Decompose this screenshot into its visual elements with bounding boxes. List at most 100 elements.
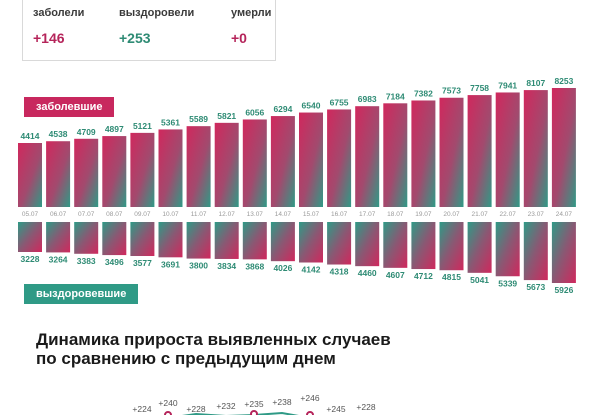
value-label-infected: 6056 <box>245 107 264 117</box>
value-label-infected: 6540 <box>302 101 321 111</box>
stat-recovered-number: 5926 <box>119 0 168 6</box>
value-label-infected: 7573 <box>442 86 461 96</box>
bar-recovered <box>102 222 127 256</box>
bar-recovered <box>411 222 436 270</box>
value-label-infected: 4709 <box>77 127 96 137</box>
date-tick-label: 11.07 <box>191 211 207 218</box>
stat-infected-label: заболели <box>33 7 85 19</box>
legend-recovered-badge: выздоровевшие <box>24 284 139 304</box>
value-label-recovered: 3691 <box>161 259 180 269</box>
stat-infected-delta: +146 <box>33 30 65 46</box>
bar-recovered <box>523 222 548 281</box>
bar-recovered <box>495 222 520 277</box>
date-tick-label: 12.07 <box>219 211 236 218</box>
date-tick-label: 16.07 <box>331 211 348 218</box>
date-tick-label: 17.07 <box>359 211 376 218</box>
stat-deaths-number: 55 <box>231 0 255 6</box>
bar-recovered <box>46 222 71 253</box>
bar-recovered <box>270 222 295 262</box>
value-label-recovered: 4712 <box>414 271 433 281</box>
value-label-infected: 5589 <box>189 114 208 124</box>
stat-recovered-delta: +253 <box>119 30 151 46</box>
value-label-recovered: 3800 <box>189 261 208 271</box>
second-chart-label: +240 <box>158 398 177 408</box>
bar-infected <box>46 141 71 207</box>
value-label-infected: 6983 <box>358 94 377 104</box>
bar-infected <box>186 126 211 207</box>
value-label-recovered: 3577 <box>133 258 152 268</box>
value-label-infected: 4897 <box>105 124 124 134</box>
value-label-infected: 7382 <box>414 88 433 98</box>
value-label-recovered: 5041 <box>470 275 489 285</box>
value-label-infected: 6294 <box>273 104 292 114</box>
bar-infected <box>327 109 352 207</box>
value-label-infected: 6755 <box>330 97 349 107</box>
stat-infected-number: 8253 <box>33 0 82 6</box>
second-chart-title-line1: Динамика прироста выявленных случаев <box>36 330 391 349</box>
second-chart-label: +235 <box>244 399 263 409</box>
date-tick-label: 13.07 <box>247 211 264 218</box>
second-chart-label: +232 <box>216 401 235 411</box>
bar-infected <box>102 136 127 207</box>
date-tick-label: 22.07 <box>500 211 517 218</box>
date-tick-label: 09.07 <box>134 211 151 218</box>
bar-recovered <box>242 222 267 260</box>
value-label-recovered: 4318 <box>330 267 349 277</box>
bar-infected <box>74 138 99 207</box>
legend-infected-badge: заболевшие <box>24 97 115 117</box>
value-label-infected: 7941 <box>498 80 517 90</box>
value-label-recovered: 4607 <box>386 270 405 280</box>
value-label-infected: 5361 <box>161 117 180 127</box>
bar-recovered <box>158 222 183 258</box>
value-label-infected: 4414 <box>21 131 40 141</box>
second-chart-label: +228 <box>356 402 375 412</box>
bar-infected <box>467 95 492 207</box>
bar-recovered <box>551 222 576 283</box>
value-label-recovered: 4460 <box>358 268 377 278</box>
bar-infected <box>411 100 436 207</box>
date-tick-label: 15.07 <box>303 211 320 218</box>
value-label-infected: 5821 <box>217 111 236 121</box>
bar-recovered <box>186 222 211 259</box>
value-label-recovered: 5926 <box>554 285 573 295</box>
value-label-recovered: 3264 <box>49 254 68 264</box>
value-label-recovered: 3868 <box>245 261 264 271</box>
value-label-infected: 8107 <box>526 78 545 88</box>
second-chart-label: +245 <box>326 404 345 414</box>
value-label-infected: 7758 <box>470 83 489 93</box>
bar-recovered <box>74 222 99 254</box>
bar-infected <box>130 132 155 207</box>
date-tick-label: 18.07 <box>387 211 404 218</box>
value-label-recovered: 5673 <box>526 282 545 292</box>
bar-infected <box>270 116 295 207</box>
bar-infected <box>242 119 267 207</box>
bar-infected <box>299 112 323 207</box>
second-chart-label: +246 <box>300 393 319 403</box>
bar-recovered <box>18 222 42 252</box>
value-label-recovered: 4026 <box>273 263 292 273</box>
bar-recovered <box>299 222 323 263</box>
date-tick-label: 24.07 <box>556 211 573 218</box>
stat-deaths-delta: +0 <box>231 30 247 46</box>
date-tick-label: 08.07 <box>106 211 123 218</box>
second-chart-point <box>306 411 314 415</box>
date-tick-label: 19.07 <box>415 211 432 218</box>
value-label-recovered: 4142 <box>302 265 321 275</box>
date-tick-label: 20.07 <box>443 211 460 218</box>
second-chart-point <box>164 411 172 415</box>
value-label-recovered: 3834 <box>217 261 236 271</box>
value-label-recovered: 4815 <box>442 272 461 282</box>
bar-recovered <box>467 222 492 273</box>
bar-recovered <box>214 222 239 259</box>
value-label-infected: 8253 <box>554 76 573 86</box>
bar-infected <box>439 97 464 207</box>
bar-recovered <box>130 222 155 257</box>
bar-infected <box>355 106 380 207</box>
date-tick-label: 14.07 <box>275 211 292 218</box>
bar-infected <box>551 88 576 207</box>
value-label-infected: 4538 <box>49 129 68 139</box>
bar-infected <box>495 92 520 207</box>
stats-panel: 8253 заболели +146 5926 выздоровели +253… <box>22 0 276 61</box>
stat-recovered-label: выздоровели <box>119 7 195 19</box>
